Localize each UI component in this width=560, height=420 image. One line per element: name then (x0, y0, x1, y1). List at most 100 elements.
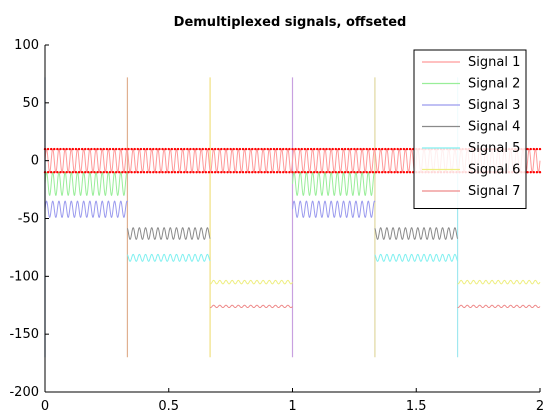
marker-point-99-1 (350, 171, 353, 174)
marker-point-82-0 (297, 147, 300, 151)
marker-point-88-1 (316, 171, 319, 174)
marker-point-75-1 (275, 171, 279, 174)
marker-point-45-1 (183, 171, 186, 174)
marker-point-89-0 (319, 147, 322, 151)
marker-point-58-0 (223, 147, 226, 151)
marker-point-25-1 (121, 171, 124, 174)
marker-point-64-1 (241, 171, 245, 174)
marker-point-84-0 (303, 147, 307, 151)
marker-point-68-1 (254, 171, 257, 174)
marker-point-10-0 (74, 147, 78, 151)
marker-point-14-0 (87, 147, 90, 151)
marker-point-105-0 (368, 147, 372, 151)
marker-point-100-0 (353, 147, 356, 151)
y-tick-label-5: -150 (9, 327, 39, 342)
marker-point-13-0 (84, 147, 87, 151)
marker-point-9-1 (71, 171, 75, 174)
marker-point-29-0 (133, 147, 136, 151)
marker-point-63-1 (238, 171, 242, 174)
marker-point-34-0 (148, 147, 152, 151)
marker-point-73-0 (269, 147, 273, 151)
marker-point-18-1 (99, 171, 102, 174)
marker-point-26-1 (124, 171, 127, 174)
marker-point-65-0 (244, 147, 248, 151)
marker-point-29-1 (133, 171, 136, 174)
marker-point-44-0 (179, 147, 183, 151)
legend-label-5: Signal 5 (468, 141, 520, 156)
marker-point-69-1 (257, 171, 260, 174)
legend-label-7: Signal 7 (468, 184, 520, 199)
marker-point-10-1 (74, 171, 78, 174)
marker-point-69-0 (257, 147, 260, 151)
marker-point-68-0 (254, 147, 257, 151)
marker-point-36-0 (155, 147, 158, 151)
marker-point-94-1 (334, 171, 338, 174)
marker-point-159-1 (535, 171, 539, 174)
marker-point-47-1 (189, 171, 192, 174)
marker-point-83-1 (300, 171, 303, 174)
marker-point-79-0 (288, 147, 291, 151)
marker-point-4-1 (56, 171, 59, 174)
marker-point-1-1 (46, 171, 50, 174)
series-line-4-segment-1 (126, 227, 211, 240)
series-line-6-segment-1 (209, 279, 293, 285)
marker-point-18-0 (99, 147, 102, 151)
marker-point-99-0 (350, 147, 353, 151)
marker-point-117-0 (405, 147, 409, 151)
marker-point-12-0 (80, 147, 84, 151)
marker-point-78-1 (285, 171, 288, 174)
marker-point-85-0 (306, 147, 310, 151)
marker-point-159-0 (535, 147, 539, 151)
series-line-7-segment-2 (457, 304, 541, 309)
marker-point-102-1 (359, 171, 362, 174)
marker-point-71-0 (263, 147, 266, 151)
marker-point-103-1 (362, 171, 365, 174)
marker-point-30-1 (136, 171, 140, 174)
marker-point-158-1 (532, 171, 536, 174)
series-line-6-segment-2 (457, 279, 541, 285)
marker-point-28-0 (130, 147, 133, 151)
marker-point-11-0 (77, 147, 81, 151)
marker-point-113-1 (393, 171, 396, 174)
legend-box (413, 49, 527, 209)
marker-point-53-0 (207, 147, 211, 151)
marker-point-52-0 (204, 147, 208, 151)
marker-point-66-1 (247, 171, 251, 174)
marker-point-13-1 (84, 171, 87, 174)
marker-point-106-1 (371, 171, 375, 174)
marker-point-76-1 (278, 171, 282, 174)
marker-point-112-1 (390, 171, 393, 174)
marker-point-6-0 (62, 147, 65, 151)
marker-point-160-0 (538, 147, 542, 151)
marker-point-35-1 (152, 171, 155, 174)
marker-point-158-0 (532, 147, 536, 151)
marker-point-101-0 (356, 147, 359, 151)
marker-point-8-0 (68, 147, 71, 151)
marker-point-105-1 (368, 171, 372, 174)
marker-point-4-0 (56, 147, 59, 151)
marker-point-25-0 (121, 147, 124, 151)
legend: Signal 1 Signal 2 Signal 3 Signal 4 Signal 5… (413, 49, 527, 209)
marker-point-45-0 (183, 147, 186, 151)
marker-point-39-1 (164, 171, 167, 174)
marker-point-22-1 (111, 171, 115, 174)
marker-point-74-1 (272, 171, 276, 174)
marker-point-49-0 (195, 147, 198, 151)
marker-point-110-1 (384, 171, 387, 174)
marker-point-60-0 (229, 147, 232, 151)
marker-point-24-1 (118, 171, 121, 174)
marker-point-26-0 (124, 147, 127, 151)
marker-point-23-1 (114, 171, 118, 174)
marker-point-36-1 (155, 171, 158, 174)
marker-point-79-1 (288, 171, 291, 174)
marker-point-111-1 (387, 171, 390, 174)
marker-point-111-0 (387, 147, 390, 151)
marker-point-109-0 (381, 147, 384, 151)
series-line-2-segment-1 (44, 171, 128, 197)
marker-point-108-0 (377, 147, 381, 151)
marker-point-12-1 (80, 171, 84, 174)
marker-point-97-1 (343, 171, 347, 174)
marker-point-66-0 (247, 147, 251, 151)
